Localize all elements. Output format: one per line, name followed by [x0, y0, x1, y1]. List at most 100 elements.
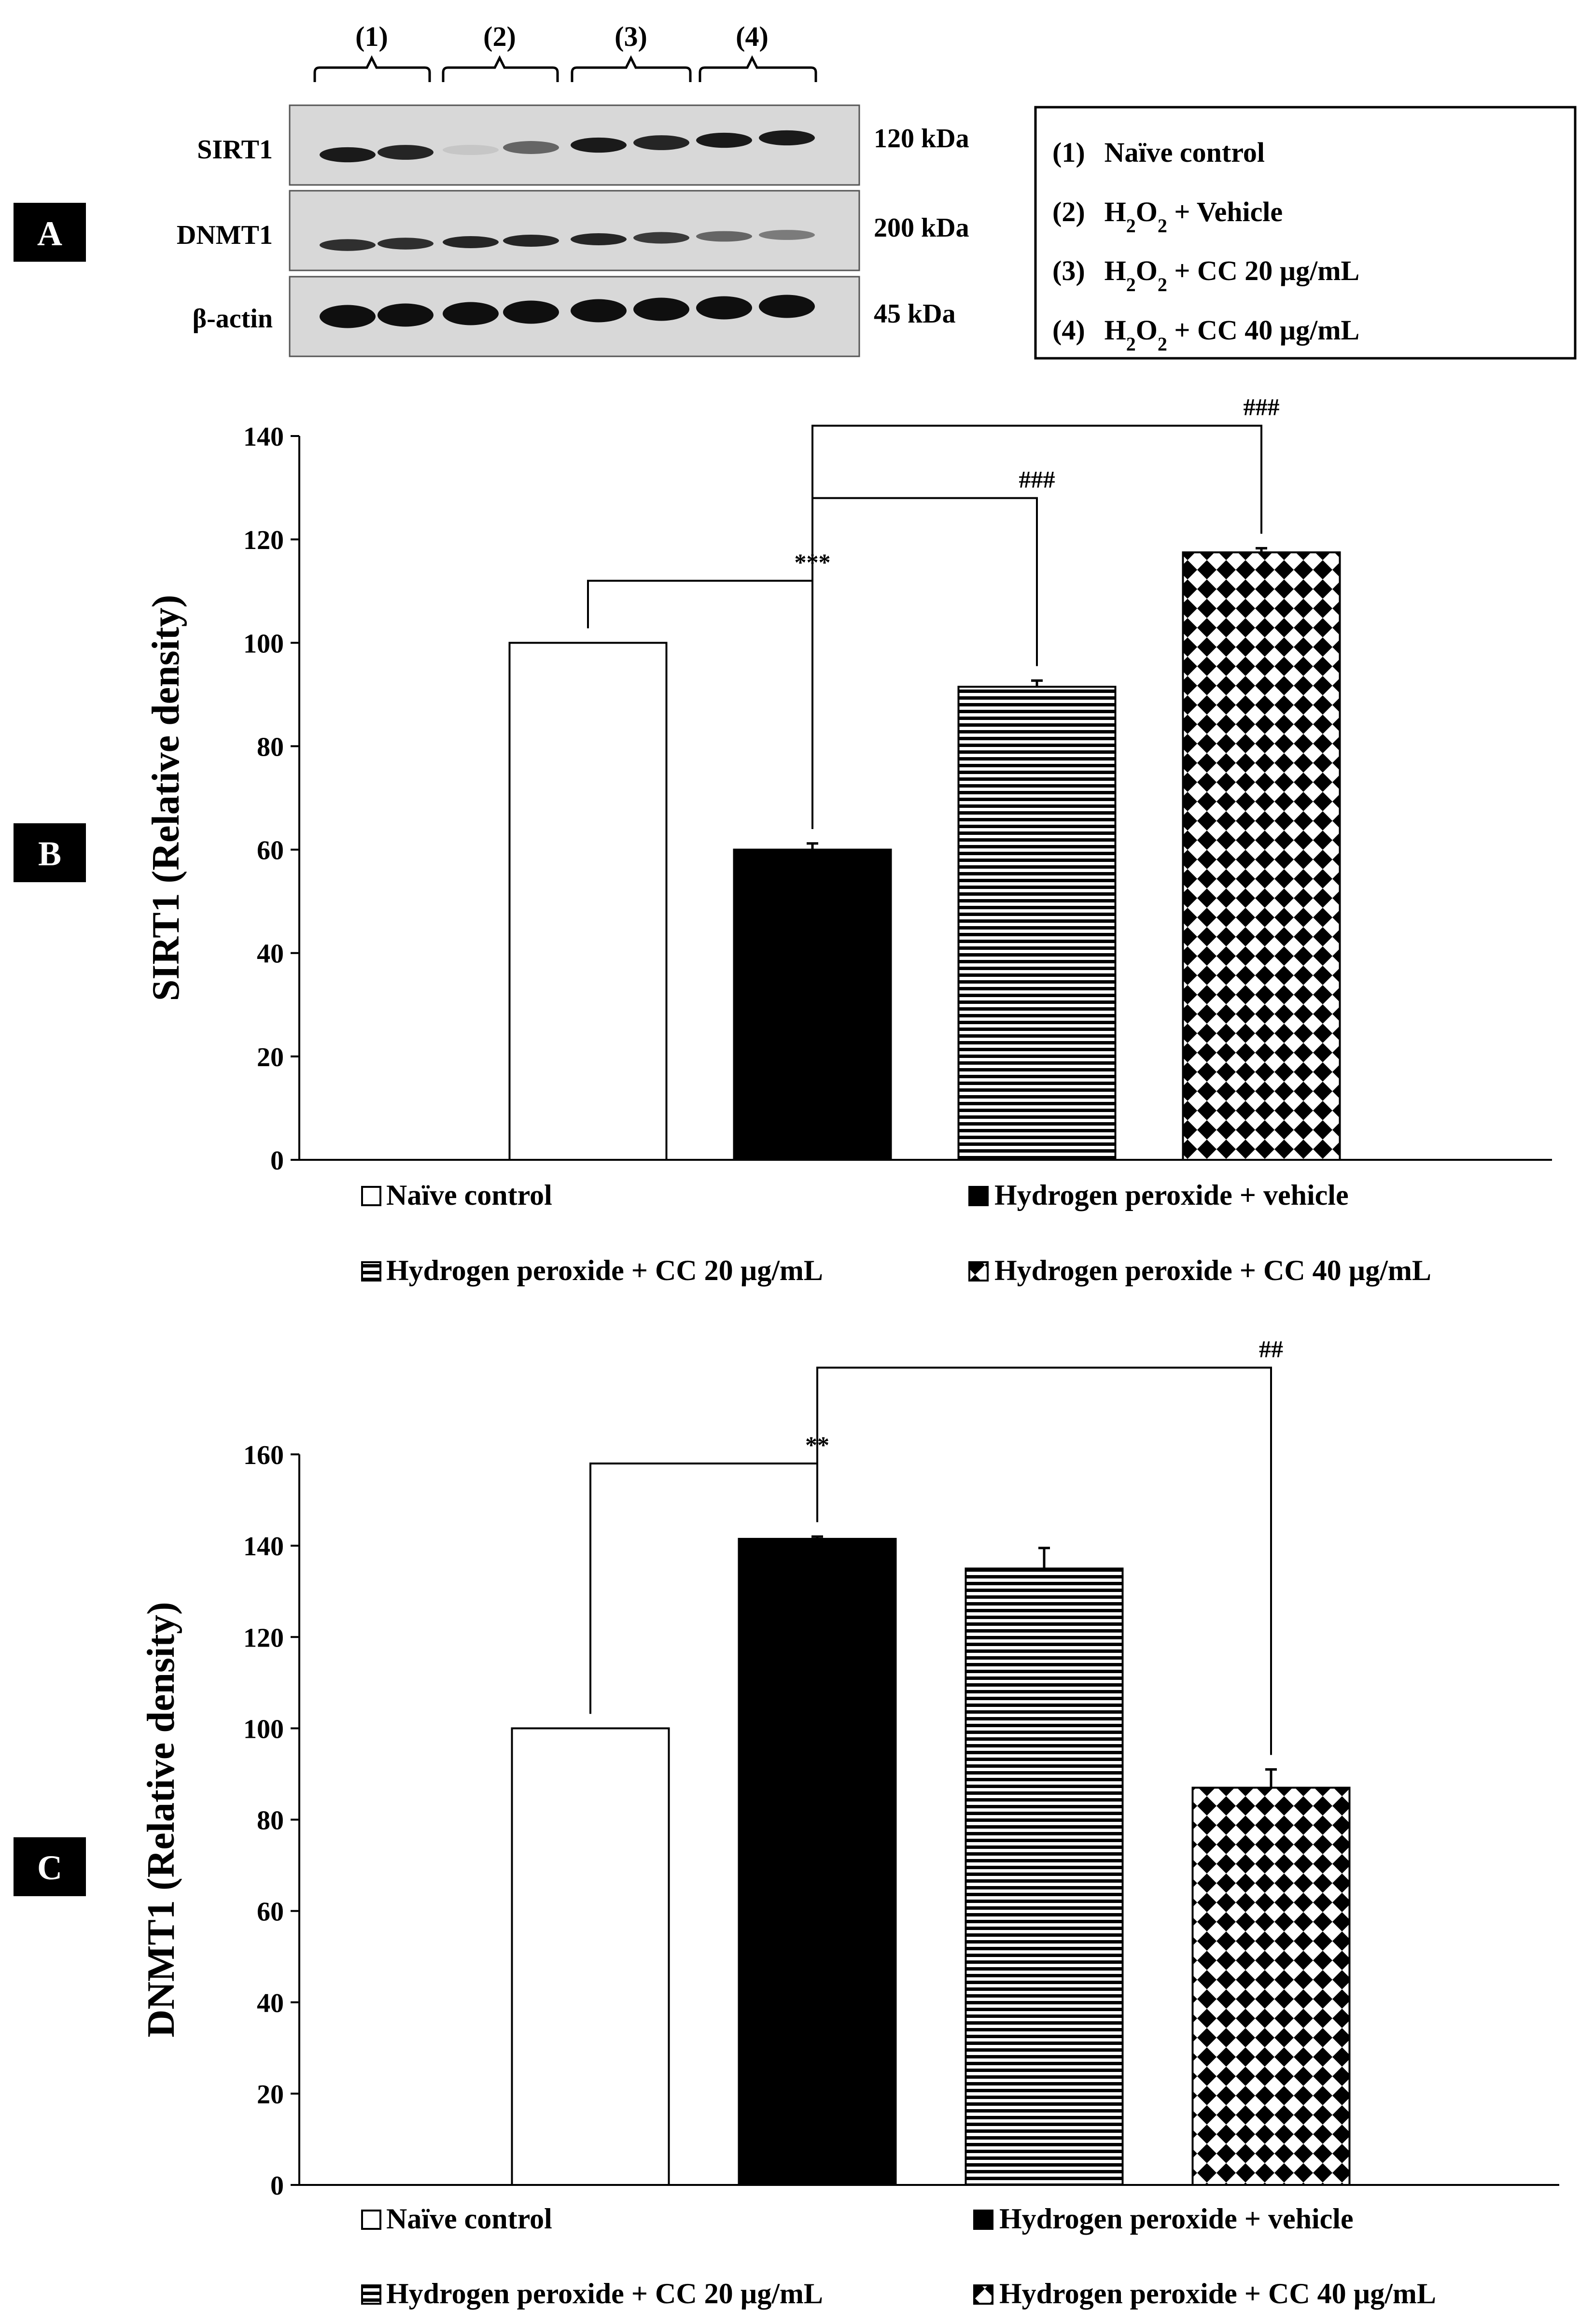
- y-tick-label: 20: [257, 1042, 284, 1072]
- blot-band-2-0: [320, 305, 376, 328]
- lane-brace-2: [442, 55, 559, 82]
- blot-band-2-5: [633, 297, 689, 321]
- bar-3: [1191, 1787, 1351, 2186]
- lane-legend-item-3: (3) H2O2 + CC 20 µg/mL: [1052, 255, 1359, 296]
- bar-1: [733, 848, 892, 1161]
- y-tick-label: 40: [257, 1988, 284, 2018]
- legend-cc-20: Hydrogen peroxide + CC 20 µg/mL: [361, 1254, 823, 1286]
- panel-a-badge: [14, 203, 86, 262]
- blot-band-1-7: [759, 230, 815, 240]
- panel-c-label: C: [37, 1848, 62, 1887]
- blot-kda-labels: 120 kDa 200 kDa 45 kDa: [874, 124, 969, 329]
- y-tick-label: 140: [243, 1532, 284, 1562]
- lane-legend-box: (1) Naïve control (2) H2O2 + Vehicle (3) H2…: [1034, 106, 1577, 360]
- significance-label-1: ###: [1019, 465, 1055, 493]
- y-tick-label: 80: [257, 732, 284, 762]
- blot-band-2-4: [571, 299, 627, 323]
- svg-text:Naïve control: Naïve control: [386, 2203, 552, 2235]
- svg-text:Hydrogen peroxide + CC 20 µg/m: Hydrogen peroxide + CC 20 µg/mL: [386, 1254, 823, 1286]
- blot-label-sirt1: SIRT1: [197, 135, 273, 165]
- y-tick-label: 120: [243, 1623, 284, 1653]
- y-tick-label: 60: [257, 836, 284, 866]
- y-tick-label: 160: [243, 1440, 284, 1470]
- lane-legend-item-2: (2) H2O2 + Vehicle: [1052, 196, 1283, 237]
- blot-band-1-4: [571, 233, 627, 245]
- svg-text:Hydrogen peroxide + CC 40 µg/m: Hydrogen peroxide + CC 40 µg/mL: [999, 2278, 1436, 2310]
- lane-legend-frame: [1034, 106, 1577, 360]
- blot-band-0-4: [571, 137, 627, 153]
- western-blots: [289, 104, 860, 357]
- y-tick-label: 60: [257, 1897, 284, 1927]
- blot-label-beta-actin: β-actin: [193, 304, 273, 334]
- bar-2: [965, 1567, 1124, 2186]
- blot-band-1-1: [378, 238, 433, 250]
- blot-band-1-6: [696, 231, 752, 242]
- blot-band-0-6: [696, 132, 752, 148]
- legend-cc-40: Hydrogen peroxide + CC 40 µg/mL: [973, 2278, 1436, 2310]
- panel-c-badge: [14, 1837, 86, 1896]
- kda-dnmt1: 200 kDa: [874, 213, 969, 243]
- blot-band-1-5: [633, 232, 689, 244]
- sirt1-bar-chart: 0 20 40 60 80 100 120 140 SIRT1 (Relative densit…: [145, 394, 1552, 1176]
- lane-label-1: (1): [355, 21, 388, 52]
- lane-brace-3: [571, 55, 692, 82]
- panel-b: B 0 20 40 60 80 100 120 140 SIRT1 (Relative dens…: [14, 394, 1552, 1286]
- blot-band-0-3: [503, 141, 559, 154]
- panel-b-label: B: [38, 834, 61, 873]
- y-tick-label: 120: [243, 525, 284, 555]
- lane-legend-item-4: (4) H2O2 + CC 40 µg/mL: [1052, 314, 1359, 355]
- blot-row-labels: SIRT1 DNMT1 β-actin: [177, 135, 273, 334]
- blot-band-0-2: [443, 144, 499, 155]
- legend-naive-control: Naïve control: [361, 1179, 552, 1211]
- blot-band-2-2: [443, 302, 499, 325]
- lane-labels: (1) (2) (3) (4): [355, 21, 769, 52]
- blot-label-dnmt1: DNMT1: [177, 220, 273, 250]
- legend-cc-20: Hydrogen peroxide + CC 20 µg/mL: [361, 2278, 823, 2310]
- lane-legend-item-1: (1) Naïve control: [1052, 137, 1265, 168]
- chart-b-legend: Naïve control Hydrogen peroxide + vehicl…: [361, 1179, 1431, 1286]
- blot-band-2-3: [503, 300, 559, 324]
- y-tick-label: 100: [243, 629, 284, 659]
- significance-bracket-2: [811, 424, 1262, 829]
- svg-text:Hydrogen peroxide + vehicle: Hydrogen peroxide + vehicle: [994, 1179, 1349, 1211]
- lane-label-3: (3): [615, 21, 647, 52]
- lane-label-4: (4): [736, 21, 769, 52]
- legend-h2o2-vehicle: Hydrogen peroxide + vehicle: [973, 2203, 1354, 2235]
- blot-band-2-1: [378, 303, 433, 327]
- dnmt1-bar-chart: 0 20 40 60 80 100 120 140 160 DNMT1 (Relative den…: [140, 1335, 1559, 2201]
- lane-brace-4: [699, 55, 817, 82]
- panel-a-label: A: [37, 214, 62, 253]
- blot-band-2-7: [759, 295, 815, 318]
- svg-text:Hydrogen peroxide + CC 40 µg/m: Hydrogen peroxide + CC 40 µg/mL: [994, 1254, 1431, 1286]
- lane-label-2: (2): [483, 21, 516, 52]
- bar-0: [508, 642, 668, 1161]
- blot-strip-1: [289, 190, 860, 271]
- blot-band-1-2: [443, 236, 499, 248]
- bar-1: [738, 1537, 897, 2186]
- blot-band-1-3: [503, 235, 559, 247]
- bar-2: [957, 686, 1117, 1161]
- legend-h2o2-vehicle: Hydrogen peroxide + vehicle: [968, 1179, 1349, 1211]
- blot-band-0-0: [320, 147, 376, 163]
- blot-band-0-5: [633, 135, 689, 150]
- y-tick-label: 100: [243, 1714, 284, 1744]
- y-tick-label: 20: [257, 2080, 284, 2110]
- bar-0: [511, 1727, 670, 2186]
- kda-sirt1: 120 kDa: [874, 124, 969, 154]
- y-tick-label: 40: [257, 939, 284, 969]
- svg-text:Naïve control: Naïve control: [386, 1179, 552, 1211]
- bar-3: [1182, 551, 1341, 1161]
- significance-bracket-1: [816, 1366, 1272, 1755]
- blot-band-0-1: [378, 145, 433, 160]
- svg-text:Hydrogen peroxide + CC 20 µg/m: Hydrogen peroxide + CC 20 µg/mL: [386, 2278, 823, 2310]
- legend-naive-control: Naïve control: [361, 2203, 552, 2235]
- y-tick-label: 140: [243, 422, 284, 452]
- svg-text:Hydrogen peroxide + vehicle: Hydrogen peroxide + vehicle: [999, 2203, 1354, 2235]
- panel-c: C 0 20 40 60 80 100 120 140 160 DNMT1 (Relative d…: [14, 1335, 1559, 2310]
- blot-band-0-7: [759, 130, 815, 146]
- significance-label-1: ##: [1259, 1335, 1283, 1362]
- kda-beta-actin: 45 kDa: [874, 299, 956, 329]
- blot-band-2-6: [696, 296, 752, 320]
- significance-label-2: ###: [1244, 394, 1280, 421]
